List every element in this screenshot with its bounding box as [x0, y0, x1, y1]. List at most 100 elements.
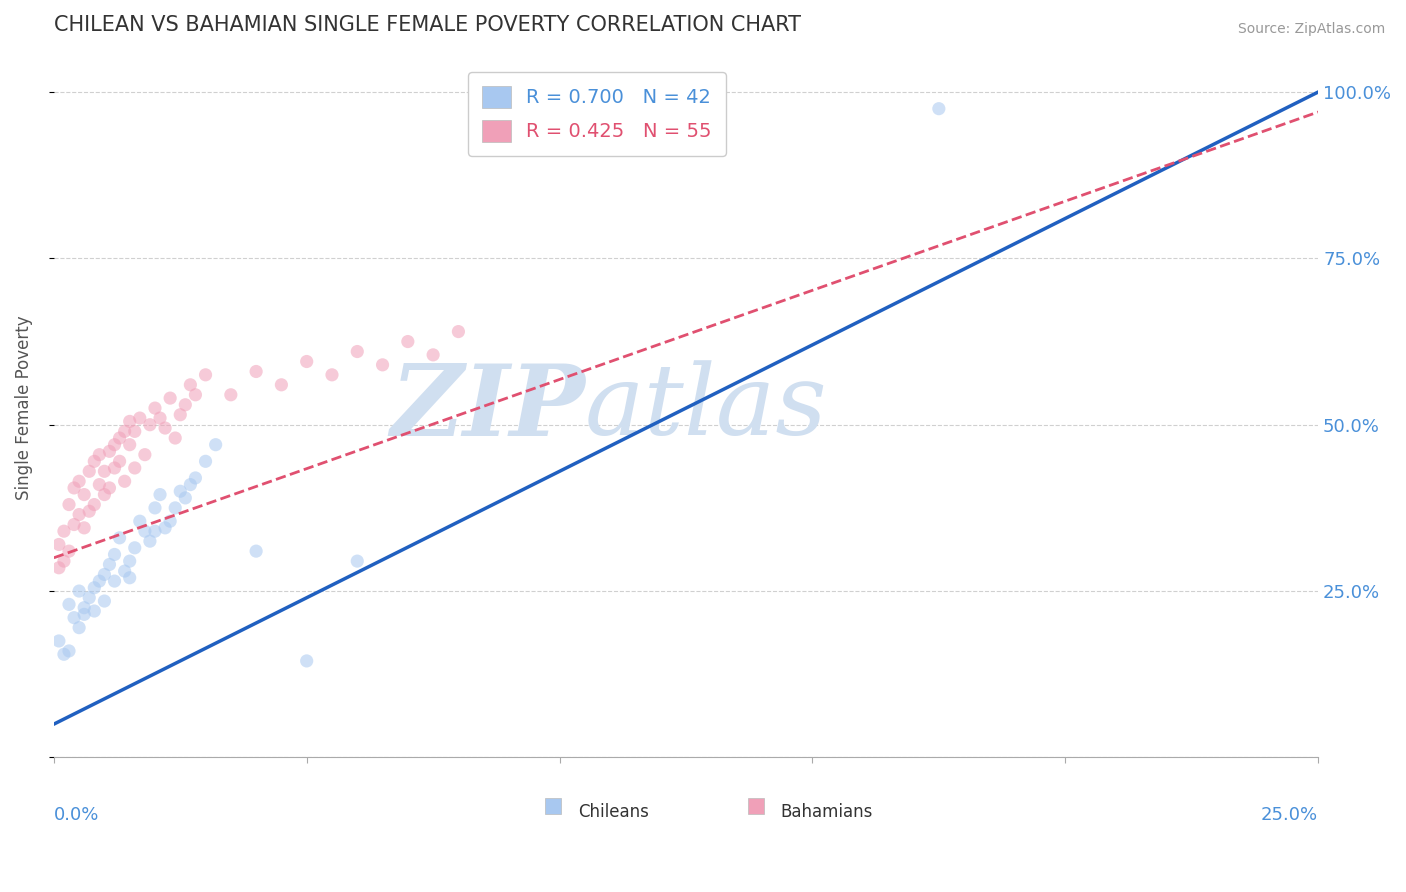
Point [73, 600, 96, 615]
Point [184, 471, 207, 485]
Point [204, 438, 226, 452]
Point [89, 574, 111, 588]
Point [93, 487, 115, 501]
Point [245, 544, 267, 558]
Point [447, 325, 470, 339]
Point [93, 464, 115, 478]
Point [169, 484, 191, 499]
Point [118, 571, 141, 585]
Point [346, 554, 368, 568]
Point [165, 431, 187, 445]
Point [63, 610, 86, 624]
Point [194, 454, 217, 468]
Point [179, 477, 201, 491]
Point [89, 448, 111, 462]
Point [219, 388, 242, 402]
Point [108, 531, 131, 545]
Point [143, 524, 166, 538]
Point [371, 358, 394, 372]
Point [93, 567, 115, 582]
Point [149, 411, 172, 425]
Point [103, 438, 125, 452]
Point [67, 584, 90, 599]
Text: atlas: atlas [585, 360, 828, 456]
Point [108, 454, 131, 468]
Legend: R = 0.700   N = 42, R = 0.425   N = 55: R = 0.700 N = 42, R = 0.425 N = 55 [468, 72, 725, 156]
Point [134, 448, 156, 462]
Text: Bahamians: Bahamians [780, 803, 873, 821]
Point [159, 391, 181, 405]
Point [48, 561, 70, 575]
Point [63, 481, 86, 495]
Point [108, 431, 131, 445]
Point [77, 464, 100, 478]
Point [124, 425, 146, 439]
Point [103, 574, 125, 588]
Point [396, 334, 419, 349]
Point [153, 521, 176, 535]
Point [93, 594, 115, 608]
Point [118, 414, 141, 428]
Point [48, 634, 70, 648]
Point [52, 647, 75, 661]
Text: Source: ZipAtlas.com: Source: ZipAtlas.com [1237, 22, 1385, 37]
Point [179, 377, 201, 392]
Point [89, 477, 111, 491]
Point [83, 604, 105, 618]
Point [169, 408, 191, 422]
Point [77, 504, 100, 518]
Y-axis label: Single Female Poverty: Single Female Poverty [15, 316, 32, 500]
Point [270, 377, 292, 392]
Point [114, 425, 136, 439]
Point [165, 500, 187, 515]
Point [295, 654, 318, 668]
Point [149, 487, 172, 501]
Point [118, 554, 141, 568]
Point [83, 454, 105, 468]
Point [58, 498, 80, 512]
Point [295, 354, 318, 368]
Text: Chileans: Chileans [578, 803, 650, 821]
Point [73, 607, 96, 622]
Point [63, 517, 86, 532]
Text: CHILEAN VS BAHAMIAN SINGLE FEMALE POVERTY CORRELATION CHART: CHILEAN VS BAHAMIAN SINGLE FEMALE POVERT… [53, 15, 801, 35]
Point [77, 591, 100, 605]
Point [153, 421, 176, 435]
Point [83, 581, 105, 595]
Point [184, 388, 207, 402]
Point [98, 481, 121, 495]
Point [73, 487, 96, 501]
Point [124, 461, 146, 475]
Point [98, 558, 121, 572]
Point [114, 475, 136, 489]
Point [124, 541, 146, 555]
Point [174, 398, 197, 412]
Point [52, 524, 75, 538]
Point [67, 621, 90, 635]
Text: 0.0%: 0.0% [53, 806, 100, 824]
Text: 25.0%: 25.0% [1261, 806, 1319, 824]
Point [67, 508, 90, 522]
Point [103, 548, 125, 562]
Point [114, 564, 136, 578]
Point [128, 514, 150, 528]
Point [52, 554, 75, 568]
Point [321, 368, 343, 382]
Point [73, 521, 96, 535]
Point [139, 534, 162, 549]
Point [159, 514, 181, 528]
Point [928, 102, 950, 116]
Point [143, 500, 166, 515]
Point [103, 461, 125, 475]
Point [58, 644, 80, 658]
Point [422, 348, 444, 362]
Point [67, 475, 90, 489]
Point [128, 411, 150, 425]
Point [174, 491, 197, 505]
Point [194, 368, 217, 382]
Point [48, 537, 70, 551]
Point [58, 544, 80, 558]
Text: ZIP: ZIP [389, 359, 585, 457]
Point [245, 364, 267, 378]
Point [143, 401, 166, 415]
